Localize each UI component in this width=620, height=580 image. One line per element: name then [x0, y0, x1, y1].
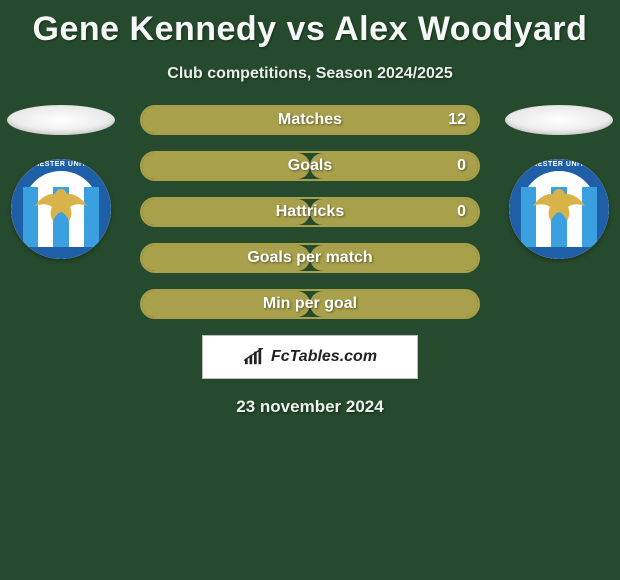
player-left-silhouette: [7, 105, 115, 135]
stat-label: Min per goal: [142, 291, 478, 317]
club-ring-text: COLCHESTER UNITED FC: [11, 161, 111, 168]
player-left-club-badge: COLCHESTER UNITED FC: [11, 159, 111, 259]
stat-label: Goals per match: [142, 245, 478, 271]
stat-value-right: 0: [457, 199, 466, 225]
brand-text: FcTables.com: [271, 348, 377, 366]
brand-card: FcTables.com: [202, 335, 418, 379]
page-title: Gene Kennedy vs Alex Woodyard: [0, 0, 620, 49]
subtitle: Club competitions, Season 2024/2025: [0, 65, 620, 83]
player-left-slot: COLCHESTER UNITED FC: [6, 105, 116, 259]
stat-label: Goals: [142, 153, 478, 179]
stat-bar: Min per goal: [140, 289, 480, 319]
stat-value-right: 0: [457, 153, 466, 179]
stat-label: Matches: [142, 107, 478, 133]
player-right-slot: COLCHESTER UNITED FC: [504, 105, 614, 259]
stat-bar: Goals0: [140, 151, 480, 181]
stat-bar: Matches12: [140, 105, 480, 135]
date-text: 23 november 2024: [0, 397, 620, 417]
comparison-stage: COLCHESTER UNITED FC COLCHESTER UNITED F…: [0, 105, 620, 319]
eagle-icon: [531, 185, 587, 225]
stat-bar: Hattricks0: [140, 197, 480, 227]
stat-bars: Matches12Goals0Hattricks0Goals per match…: [140, 105, 480, 319]
eagle-icon: [33, 185, 89, 225]
player-right-silhouette: [505, 105, 613, 135]
stat-bar: Goals per match: [140, 243, 480, 273]
stat-label: Hattricks: [142, 199, 478, 225]
bar-chart-icon: [243, 348, 265, 366]
player-right-club-badge: COLCHESTER UNITED FC: [509, 159, 609, 259]
club-ring-text: COLCHESTER UNITED FC: [509, 161, 609, 168]
stat-value-right: 12: [448, 107, 466, 133]
